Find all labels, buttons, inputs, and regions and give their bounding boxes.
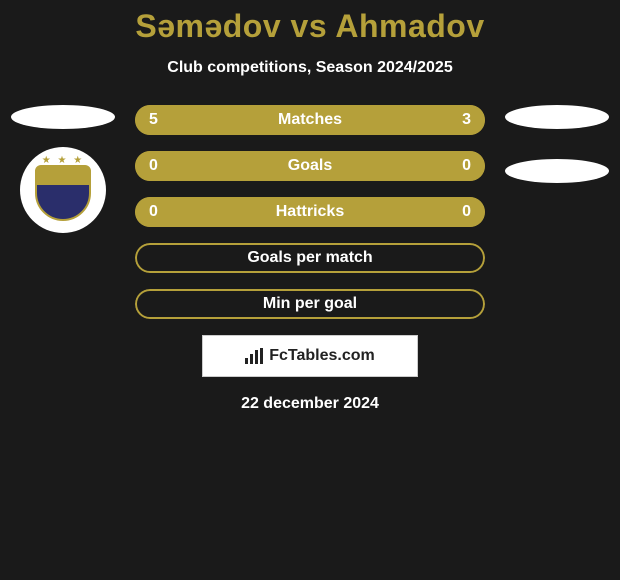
club-badge-left: ★ ★ ★	[20, 147, 106, 233]
bar-label: Goals	[135, 151, 485, 181]
infographic-root: Səmədov vs Ahmadov Club competitions, Se…	[0, 0, 620, 413]
bar-chart-icon	[245, 348, 263, 364]
comparison-row: Min per goal	[135, 289, 485, 319]
right-player-graphics	[502, 105, 612, 183]
bar-label: Hattricks	[135, 197, 485, 227]
shield-icon: ★ ★ ★	[35, 159, 91, 221]
comparison-row: Goals per match	[135, 243, 485, 273]
footer-date: 22 december 2024	[0, 395, 620, 413]
player-ellipse-left	[11, 105, 115, 129]
page-subtitle: Club competitions, Season 2024/2025	[0, 59, 620, 77]
comparison-area: ★ ★ ★ 53Matches 00Goals 00Hattricks Goals p…	[0, 105, 620, 413]
page-title: Səmədov vs Ahmadov	[0, 8, 620, 45]
bar-label: Min per goal	[135, 289, 485, 319]
bar-label: Goals per match	[135, 243, 485, 273]
player-ellipse-right-2	[505, 159, 609, 183]
comparison-bars: 53Matches 00Goals 00Hattricks Goals per mat…	[135, 105, 485, 319]
bar-label: Matches	[135, 105, 485, 135]
branding-box: FcTables.com	[202, 335, 418, 377]
comparison-row: 53Matches	[135, 105, 485, 135]
branding-text: FcTables.com	[269, 347, 375, 365]
left-player-graphics: ★ ★ ★	[8, 105, 118, 233]
player-ellipse-right-1	[505, 105, 609, 129]
comparison-row: 00Hattricks	[135, 197, 485, 227]
comparison-row: 00Goals	[135, 151, 485, 181]
